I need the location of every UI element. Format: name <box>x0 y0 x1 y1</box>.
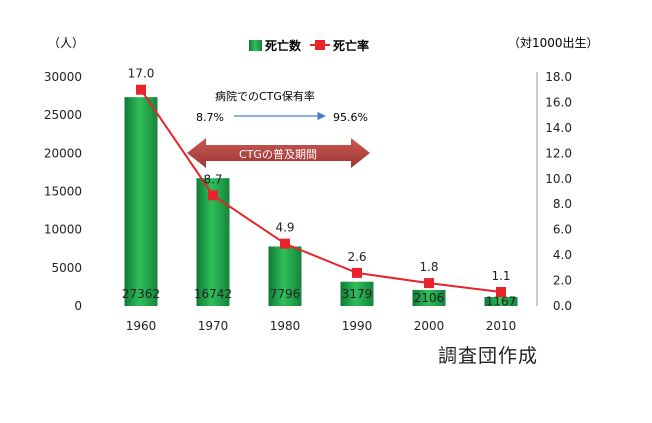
death-rate-label: 1.1 <box>491 269 510 283</box>
right-tick-label: 0.0 <box>553 299 572 313</box>
right-tick-label: 10.0 <box>545 172 572 186</box>
x-tick-label: 1960 <box>126 319 157 333</box>
death-count-label: 7796 <box>270 287 301 301</box>
left-tick-label: 5000 <box>51 261 82 275</box>
right-axis-ticks: 0.0 2.0 4.0 6.0 8.0 10.0 12.0 14.0 16.0 18.0 <box>545 70 572 313</box>
ctg-start-value: 8.7% <box>196 111 224 124</box>
x-tick-label: 1980 <box>270 319 301 333</box>
x-tick-label: 2010 <box>486 319 517 333</box>
left-tick-label: 10000 <box>44 223 82 237</box>
death-rate-point <box>352 268 362 278</box>
death-count-label: 2106 <box>414 291 445 305</box>
death-rate-point <box>136 85 146 95</box>
x-tick-label: 1990 <box>342 319 373 333</box>
death-rate-point <box>496 287 506 297</box>
legend: 死亡数 死亡率 <box>249 38 369 53</box>
death-count-label: 27362 <box>122 287 160 301</box>
death-rate-label: 1.8 <box>419 260 438 274</box>
right-tick-label: 18.0 <box>545 70 572 84</box>
ctg-end-value: 95.6% <box>333 111 368 124</box>
left-tick-label: 20000 <box>44 146 82 160</box>
right-tick-label: 8.0 <box>553 197 572 211</box>
left-tick-label: 25000 <box>44 108 82 122</box>
death-rate-line <box>141 90 501 292</box>
x-axis-ticks: 1960 1970 1980 1990 2000 2010 <box>126 319 517 333</box>
left-axis-ticks: 0 5000 10000 15000 20000 25000 30000 <box>44 70 82 313</box>
left-tick-label: 30000 <box>44 70 82 84</box>
death-count-bar <box>125 97 158 306</box>
death-rate-label: 17.0 <box>128 67 155 81</box>
credit-text: 調査団作成 <box>438 341 538 368</box>
right-tick-label: 12.0 <box>545 146 572 160</box>
left-tick-label: 0 <box>74 299 82 313</box>
death-rate-label: 8.7 <box>203 172 222 186</box>
right-tick-label: 16.0 <box>545 95 572 109</box>
bar-series: 27362 16742 7796 3179 2106 1167 <box>122 97 518 308</box>
death-rate-label: 4.9 <box>275 221 294 235</box>
death-rate-label: 2.6 <box>347 250 366 264</box>
right-tick-label: 4.0 <box>553 248 572 262</box>
legend-line-label: 死亡率 <box>333 38 369 53</box>
ctg-period-label: CTGの普及期間 <box>239 147 317 161</box>
left-axis-unit: （人） <box>48 36 84 50</box>
ctg-title: 病院でのCTG保有率 <box>215 89 315 103</box>
death-count-label: 16742 <box>194 287 232 301</box>
legend-line-marker <box>315 40 325 50</box>
x-tick-label: 2000 <box>414 319 445 333</box>
death-rate-point <box>280 239 290 249</box>
right-axis-unit: （対1000出生） <box>508 36 599 50</box>
right-tick-label: 14.0 <box>545 121 572 135</box>
death-count-label: 3179 <box>342 287 373 301</box>
rate-line-series: 17.0 8.7 4.9 2.6 1.8 1.1 <box>128 67 511 297</box>
x-tick-label: 1970 <box>198 319 229 333</box>
right-tick-label: 2.0 <box>553 274 572 288</box>
right-tick-label: 6.0 <box>553 223 572 237</box>
legend-bar-swatch <box>249 40 262 51</box>
left-tick-label: 15000 <box>44 185 82 199</box>
ctg-annotation: 病院でのCTG保有率 8.7% 95.6% CTGの普及期間 <box>187 89 370 168</box>
death-rate-point <box>208 190 218 200</box>
death-rate-point <box>424 278 434 288</box>
legend-bar-label: 死亡数 <box>265 38 302 53</box>
